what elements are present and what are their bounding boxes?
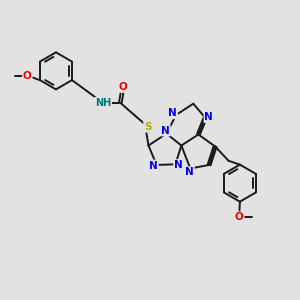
Text: N: N	[168, 108, 177, 118]
Text: O: O	[118, 82, 127, 92]
Text: N: N	[205, 112, 213, 122]
Text: N: N	[161, 126, 170, 136]
Text: N: N	[149, 160, 158, 170]
Text: S: S	[144, 122, 152, 132]
Text: NH: NH	[95, 98, 111, 108]
Text: O: O	[23, 70, 32, 81]
Text: N: N	[185, 167, 194, 177]
Text: N: N	[174, 160, 183, 170]
Text: O: O	[235, 212, 244, 222]
